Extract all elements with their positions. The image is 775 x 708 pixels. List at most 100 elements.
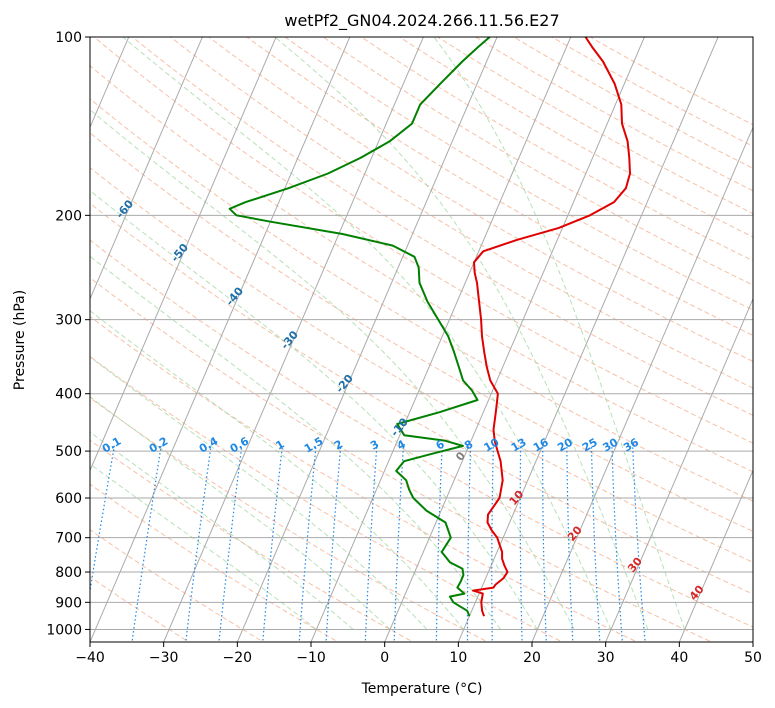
moist-adiabat-line xyxy=(90,255,501,630)
temperature-line xyxy=(472,37,631,617)
y-tick-label: 900 xyxy=(55,595,82,611)
dry-adiabat-line xyxy=(90,167,753,563)
y-tick-label: 400 xyxy=(55,387,82,403)
y-axis-label: Pressure (hPa) xyxy=(12,290,28,390)
mixing-ratio-line xyxy=(542,445,547,642)
mixing-ratio-label: 16 xyxy=(531,435,551,454)
x-tick-label: 20 xyxy=(523,650,541,666)
mixing-ratio-label: 3 xyxy=(368,438,381,453)
dry-adiabat-line xyxy=(360,37,753,262)
y-axis: 100 200 300 400 500 600 700 800 900 1000 xyxy=(46,30,90,638)
x-tick-label: 0 xyxy=(380,650,389,666)
isotherm-line xyxy=(457,37,719,642)
chart-title: wetPf2_GN04.2024.266.11.56.E27 xyxy=(284,11,559,31)
dry-adiabat-label: -50 xyxy=(168,241,191,265)
dry-adiabat-line xyxy=(131,37,753,416)
moist-adiabat-line xyxy=(90,189,538,630)
y-tick-label: 100 xyxy=(55,30,82,46)
moist-adiabat-line xyxy=(90,109,575,630)
isotherm-line xyxy=(310,37,572,642)
dry-adiabat-line xyxy=(512,37,753,169)
mixing-ratio-line xyxy=(393,445,404,642)
mixing-ratio-line xyxy=(519,445,523,642)
mixing-ratio-label: 0.4 xyxy=(197,434,221,455)
mixing-ratio-line xyxy=(590,445,601,642)
mixing-ratio-line xyxy=(185,445,212,642)
mixing-ratio-label: 13 xyxy=(509,436,529,455)
isotherm-line xyxy=(678,469,753,642)
mixing-ratio-label: 30 xyxy=(600,435,620,454)
moist-adiabat-line xyxy=(90,431,354,630)
x-axis: −40 −30 −20 −10 0 10 20 30 40 50 xyxy=(75,642,762,666)
dry-adiabat-label: -20 xyxy=(333,372,356,396)
mixing-ratio-line xyxy=(566,445,574,642)
x-tick-label: 40 xyxy=(670,650,688,666)
mixing-ratio-line xyxy=(364,445,378,642)
moist-adiabat-line xyxy=(274,37,649,630)
x-tick-label: −30 xyxy=(149,650,179,666)
dry-adiabat-line xyxy=(90,239,753,628)
mixing-ratio-label: 2 xyxy=(332,438,345,453)
mixing-ratio-label: 0.6 xyxy=(228,434,252,455)
mixing-ratio-label: 25 xyxy=(580,436,600,455)
dry-adiabat-line xyxy=(169,37,753,389)
x-tick-label: −20 xyxy=(223,650,253,666)
dry-adiabat-label: -70 xyxy=(59,154,82,178)
mixing-ratio-line xyxy=(262,445,283,642)
moist-adiabat-line xyxy=(90,310,465,630)
mixing-ratio-line xyxy=(632,445,646,642)
mixing-ratio-label: 4 xyxy=(395,437,408,452)
sounding-profiles xyxy=(228,37,631,617)
mixing-ratio-line xyxy=(491,445,494,642)
dewpoint-line xyxy=(228,37,491,617)
mixing-ratio-label: 1.5 xyxy=(302,435,325,456)
dry-adiabat-label: -40 xyxy=(223,284,246,308)
x-tick-label: 10 xyxy=(449,650,467,666)
dry-adiabat-line xyxy=(90,132,753,532)
isotherm-line xyxy=(90,37,203,301)
isotherm-line xyxy=(384,37,645,642)
dry-adiabat-line xyxy=(90,529,265,642)
dry-adiabat-line xyxy=(90,439,414,642)
moist-adiabat-line xyxy=(90,356,428,630)
dry-adiabat-line xyxy=(90,397,489,642)
mixing-ratio-line xyxy=(435,445,443,642)
y-tick-label: 1000 xyxy=(46,622,82,638)
isotherm-line xyxy=(0,24,61,645)
isotherm-line xyxy=(236,37,498,642)
x-tick-label: −10 xyxy=(296,650,326,666)
isotherm-line xyxy=(605,297,753,642)
isotherm-line xyxy=(90,37,351,642)
isotherm-line xyxy=(90,37,277,472)
mixing-ratio-label: 20 xyxy=(555,435,575,454)
dry-adiabat-line xyxy=(284,37,753,311)
mixing-ratio-line xyxy=(298,445,317,642)
dry-adiabat-line xyxy=(322,37,753,286)
mixing-ratio-lines xyxy=(90,445,646,642)
dry-adiabat-line xyxy=(90,98,753,502)
mixing-ratio-label: 8 xyxy=(462,438,475,453)
isotherm-line xyxy=(531,126,753,642)
y-tick-label: 800 xyxy=(55,565,82,581)
dry-adiabat-line xyxy=(436,37,753,215)
mixing-ratio-line xyxy=(325,445,342,642)
dry-adiabat-line xyxy=(90,65,753,473)
background-lines xyxy=(0,24,753,645)
plot-frame xyxy=(89,36,754,643)
moist-adiabat-line xyxy=(122,37,612,630)
x-axis-label: Temperature (°C) xyxy=(361,681,483,697)
y-tick-label: 200 xyxy=(55,208,82,224)
dry-adiabat-line xyxy=(90,277,713,642)
moist-adiabat-line xyxy=(90,463,317,630)
x-tick-label: −40 xyxy=(75,650,105,666)
x-tick-label: 50 xyxy=(744,650,762,666)
y-tick-label: 600 xyxy=(55,491,82,507)
moist-adiabat-line xyxy=(433,37,686,630)
isotherm-line xyxy=(163,37,424,642)
dry-adiabat-label: -80 xyxy=(4,110,27,134)
mixing-ratio-line xyxy=(131,445,162,642)
mixing-ratio-line xyxy=(466,445,472,642)
isotherm-line xyxy=(752,640,753,642)
dry-adiabat-label: -60 xyxy=(113,197,136,221)
